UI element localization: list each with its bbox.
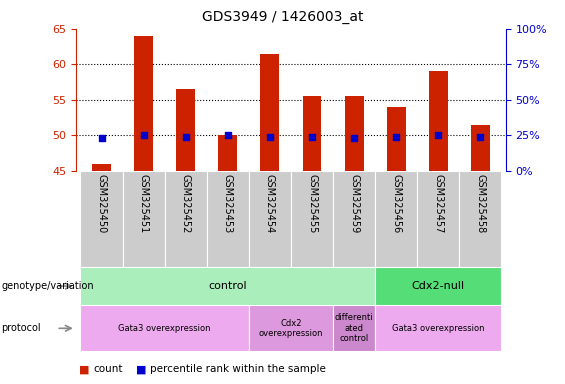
Bar (333, 171, 375, 267)
Text: protocol: protocol (1, 323, 41, 333)
Bar (471, 125, 490, 171)
Bar (80, 171, 123, 267)
Bar (164, 171, 207, 267)
Bar (123, 171, 164, 267)
Bar (429, 71, 448, 171)
Point (181, 134, 190, 140)
Bar (418, 171, 459, 267)
Bar (291, 171, 333, 267)
Text: genotype/variation: genotype/variation (1, 281, 94, 291)
Bar (80, 305, 249, 351)
Point (307, 134, 316, 140)
Text: ■: ■ (79, 364, 90, 374)
Text: GSM325455: GSM325455 (307, 174, 317, 233)
Text: GSM325454: GSM325454 (265, 174, 275, 233)
Text: percentile rank within the sample: percentile rank within the sample (150, 364, 325, 374)
Text: ■: ■ (136, 364, 146, 374)
Text: Cdx2
overexpression: Cdx2 overexpression (259, 319, 323, 338)
Text: Gata3 overexpression: Gata3 overexpression (119, 324, 211, 333)
Text: GDS3949 / 1426003_at: GDS3949 / 1426003_at (202, 10, 363, 23)
Point (97, 135, 106, 141)
Text: GSM325450: GSM325450 (97, 174, 107, 233)
Bar (80, 267, 375, 305)
Bar (375, 305, 502, 351)
Bar (260, 54, 280, 171)
Bar (375, 267, 502, 305)
Point (434, 132, 443, 139)
Bar (333, 305, 375, 351)
Point (139, 132, 148, 139)
Bar (176, 89, 195, 171)
Text: GSM325451: GSM325451 (138, 174, 149, 233)
Point (350, 135, 359, 141)
Bar (387, 107, 406, 171)
Text: GSM325458: GSM325458 (475, 174, 485, 233)
Point (266, 134, 275, 140)
Text: GSM325457: GSM325457 (433, 174, 444, 233)
Bar (249, 171, 291, 267)
Bar (345, 96, 364, 171)
Bar (207, 171, 249, 267)
Text: GSM325456: GSM325456 (391, 174, 401, 233)
Text: GSM325453: GSM325453 (223, 174, 233, 233)
Point (476, 134, 485, 140)
Bar (134, 36, 153, 171)
Bar (302, 96, 321, 171)
Bar (92, 164, 111, 171)
Point (223, 132, 232, 139)
Bar (459, 171, 502, 267)
Point (392, 134, 401, 140)
Text: GSM325452: GSM325452 (181, 174, 191, 233)
Bar (249, 305, 333, 351)
Bar (218, 136, 237, 171)
Text: Cdx2-null: Cdx2-null (412, 281, 465, 291)
Text: count: count (93, 364, 123, 374)
Text: Gata3 overexpression: Gata3 overexpression (392, 324, 485, 333)
Bar (375, 171, 418, 267)
Text: differenti
ated
control: differenti ated control (335, 313, 373, 343)
Text: GSM325459: GSM325459 (349, 174, 359, 233)
Text: control: control (208, 281, 247, 291)
